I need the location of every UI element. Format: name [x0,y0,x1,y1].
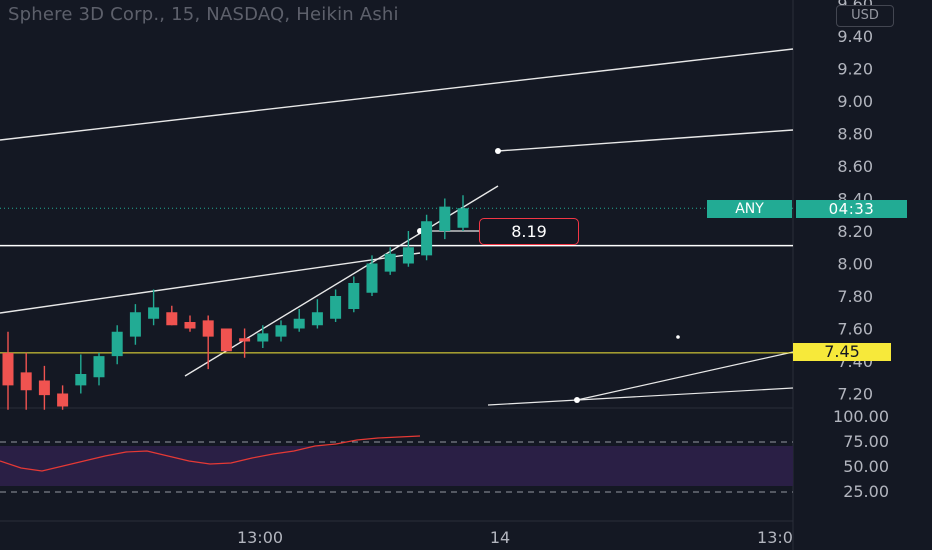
fork-line-b [576,351,794,401]
time-tick-label: 14 [490,528,510,547]
candle [311,299,323,329]
candle-body [348,283,360,309]
candle [275,320,287,342]
candle-body [148,307,160,319]
candle [93,352,105,386]
indicator-tick-label: 25.00 [843,482,889,501]
price-tick-label: 7.80 [837,287,873,306]
candle [20,352,32,410]
candle-body [439,206,451,231]
trendline-upper [0,48,794,141]
candle [184,315,196,332]
candle-body [111,331,123,357]
candle [457,195,469,231]
candle-body [457,208,469,228]
candle [293,309,305,332]
candle [75,354,87,394]
candle [439,198,451,240]
candle [402,231,414,267]
candle-body [384,253,396,272]
trendline-mid [497,129,794,152]
candle [129,304,141,345]
candle [257,325,269,348]
candle [2,331,14,410]
candle [38,365,50,410]
candle [421,214,433,261]
trendline-anchor-dot [495,148,501,154]
candle [57,385,69,410]
price-callout[interactable]: 8.19 [479,218,579,245]
fork-line-a [487,387,794,406]
price-tick-label: 9.40 [837,27,873,46]
candle [148,289,160,326]
candle [348,276,360,313]
indicator-tick-label: 75.00 [843,432,889,451]
time-tick-label: 13:0 [757,528,793,547]
candle [366,255,378,296]
indicator-band [0,446,793,486]
price-tick-label: 8.20 [837,222,873,241]
bar-countdown-badge: 04:33 [796,200,907,218]
candle-body [129,312,141,337]
candle-body [330,296,342,319]
candle-body [220,328,232,352]
candle-body [20,372,32,391]
candle-body [75,374,87,386]
indicator-line [0,435,421,472]
candle-body [293,318,305,329]
candle-body [257,333,269,342]
price-tick-label: 8.60 [837,157,873,176]
price-tick-label: 7.20 [837,385,873,404]
symbol-price-badge: ANY [707,200,792,218]
candle-body [275,325,287,337]
candle-body [2,352,14,386]
candle [220,328,232,352]
level-price-badge: 7.45 [793,343,891,361]
candle [330,289,342,322]
candle-body [38,380,50,396]
currency-button[interactable]: USD [836,5,894,27]
chart-title: Sphere 3D Corp., 15, NASDAQ, Heikin Ashi [8,4,399,25]
fork-anchor-dot [574,397,580,403]
candle-body [239,338,251,342]
candle [166,305,178,326]
price-tick-label: 7.60 [837,320,873,339]
candle [239,328,251,358]
price-tick-label: 8.80 [837,125,873,144]
marker-dot [676,335,680,339]
candle-body [184,322,196,329]
candle-body [366,263,378,293]
candle-body [311,312,323,326]
price-tick-label: 9.00 [837,92,873,111]
candle-body [93,356,105,378]
price-tick-label: 9.20 [837,60,873,79]
indicator-tick-label: 50.00 [843,457,889,476]
candle [111,325,123,365]
candle-body [202,320,214,337]
candle-body [166,312,178,326]
trendline-support [184,185,499,377]
time-tick-label: 13:00 [237,528,283,547]
candle-body [57,393,69,407]
candle-body [402,247,414,264]
trendline-lower [0,252,421,314]
candle [202,315,214,370]
candle [384,247,396,275]
candle-body [421,221,433,256]
indicator-tick-label: 100.00 [833,407,889,426]
price-tick-label: 8.00 [837,255,873,274]
